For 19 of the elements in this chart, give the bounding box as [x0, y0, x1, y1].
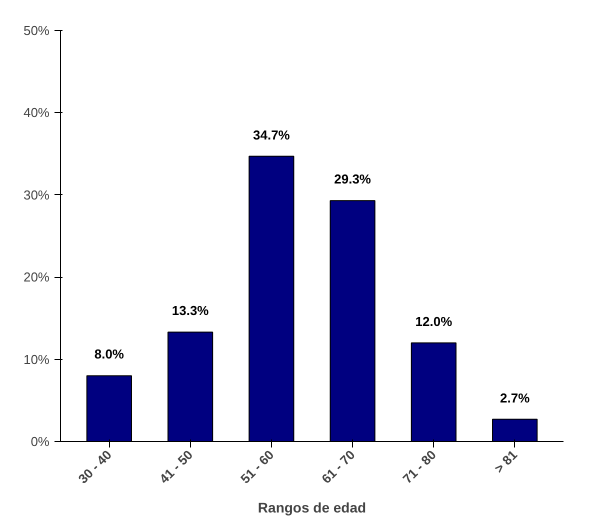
y-tick-label: 50%	[23, 23, 50, 38]
y-tick-label: 0%	[30, 434, 50, 449]
x-tick-label: 61 - 70	[318, 447, 358, 486]
x-tick-label: 71 - 80	[400, 447, 440, 486]
x-tick-label: 51 - 60	[238, 447, 277, 486]
y-tick-label: 20%	[23, 270, 50, 285]
x-tick-label: 30 - 40	[75, 447, 114, 486]
y-tick-label: 40%	[23, 105, 50, 120]
data-label: 34.7%	[253, 127, 290, 142]
data-label: 12.0%	[415, 314, 453, 329]
data-label: 29.3%	[334, 172, 372, 187]
data-label: 13.3%	[172, 303, 210, 318]
data-label: 2.7%	[500, 390, 530, 406]
x-tick-label: > 81	[491, 447, 520, 476]
y-tick-label: 30%	[23, 187, 50, 202]
x-tick-label: 41 - 50	[156, 447, 196, 486]
y-tick-label: 10%	[23, 352, 50, 367]
data-label: 8.0%	[94, 346, 124, 362]
x-axis-title: Rangos de edad	[258, 500, 366, 516]
